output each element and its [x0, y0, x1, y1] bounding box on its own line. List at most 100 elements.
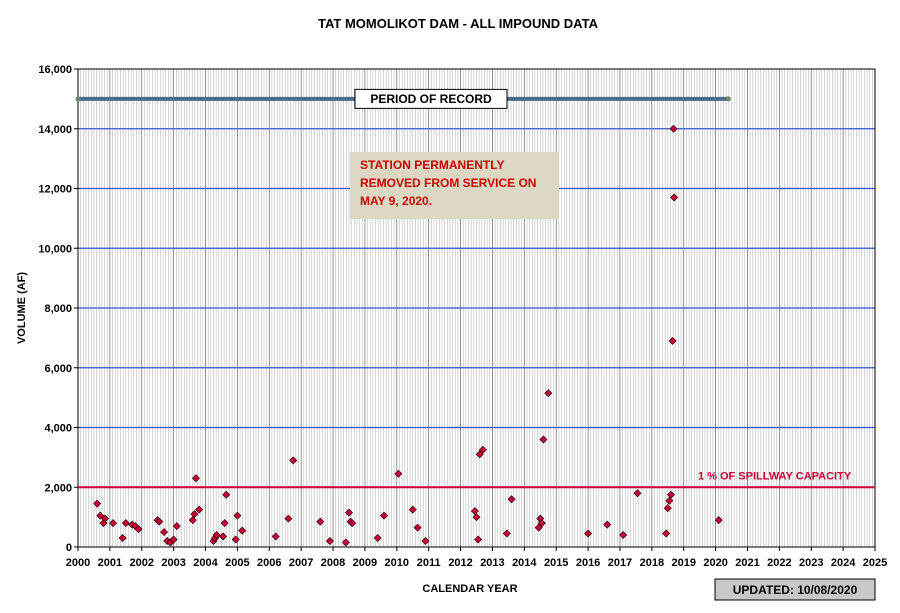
- data-point: [238, 526, 247, 535]
- y-tick-label: 14,000: [38, 124, 72, 136]
- station-removed-annotation: STATION PERMANENTLY REMOVED FROM SERVICE …: [350, 152, 559, 219]
- y-axis-label: VOLUME (AF): [16, 272, 28, 344]
- data-point: [118, 534, 127, 543]
- data-point: [348, 519, 357, 528]
- annotation-line: STATION PERMANENTLY: [360, 158, 504, 172]
- data-point: [394, 469, 403, 478]
- data-point: [539, 435, 548, 444]
- x-tick-label: 2010: [385, 557, 409, 569]
- y-tick-label: 10,000: [38, 243, 72, 255]
- period-of-record-bar: PERIOD OF RECORD: [75, 88, 731, 109]
- data-point: [233, 511, 242, 520]
- x-tick-label: 2003: [161, 557, 185, 569]
- y-tick-label: 4,000: [44, 423, 72, 435]
- x-tick-label: 2017: [608, 557, 632, 569]
- data-point: [220, 519, 229, 528]
- record-label: PERIOD OF RECORD: [370, 92, 492, 106]
- x-tick-label: 2002: [130, 557, 154, 569]
- record-start-point: [75, 96, 81, 102]
- annotation-line: MAY 9, 2020.: [360, 194, 432, 208]
- data-point: [408, 505, 417, 514]
- data-point: [191, 474, 200, 483]
- data-point: [96, 511, 105, 520]
- data-point: [633, 489, 642, 498]
- data-point: [472, 513, 481, 522]
- x-tick-label: 2014: [512, 557, 537, 569]
- x-tick-label: 2012: [448, 557, 472, 569]
- x-tick-label: 2001: [98, 557, 122, 569]
- data-point: [603, 520, 612, 529]
- data-point: [544, 389, 553, 398]
- x-tick-label: 2023: [799, 557, 823, 569]
- x-tick-label: 2019: [671, 557, 695, 569]
- x-tick-label: 2011: [417, 557, 441, 569]
- data-point: [470, 507, 479, 516]
- data-point: [219, 532, 228, 541]
- x-tick-label: 2021: [735, 557, 759, 569]
- data-point: [507, 495, 516, 504]
- spillway-label: 1 % OF SPILLWAY CAPACITY: [698, 470, 852, 482]
- data-point: [668, 336, 677, 345]
- x-tick-label: 2004: [193, 557, 218, 569]
- data-point: [619, 531, 628, 540]
- x-tick-label: 2013: [480, 557, 504, 569]
- data-point: [155, 517, 164, 526]
- y-tick-label: 2,000: [44, 482, 72, 494]
- x-tick-label: 2024: [831, 557, 856, 569]
- data-point: [670, 193, 679, 202]
- x-tick-label: 2022: [767, 557, 791, 569]
- data-point: [714, 516, 723, 525]
- data-point: [121, 519, 130, 528]
- data-point: [188, 516, 197, 525]
- x-tick-label: 2020: [703, 557, 727, 569]
- data-point: [271, 532, 280, 541]
- y-tick-label: 8,000: [44, 303, 72, 315]
- data-point: [475, 450, 484, 459]
- data-point: [421, 537, 430, 546]
- data-point: [474, 535, 483, 544]
- data-point: [222, 490, 231, 499]
- x-tick-label: 2005: [225, 557, 249, 569]
- y-tick-label: 0: [66, 542, 72, 554]
- data-point: [665, 496, 674, 505]
- data-point: [231, 535, 240, 544]
- updated-text: UPDATED: 10/08/2020: [733, 583, 858, 597]
- y-tick-label: 12,000: [38, 184, 72, 196]
- x-tick-label: 2016: [576, 557, 600, 569]
- record-label-box: [354, 88, 508, 109]
- x-tick-label: 2015: [544, 557, 568, 569]
- data-point: [478, 445, 487, 454]
- x-axis-ticks: 2000 2001 2002 2003 2004 2005 2006 2007 2008 2009…: [66, 547, 887, 569]
- data-point: [380, 511, 389, 520]
- data-point: [662, 529, 671, 538]
- data-point: [341, 538, 350, 547]
- data-point: [93, 499, 102, 508]
- data-point: [325, 537, 334, 546]
- annotation-box: [350, 152, 559, 219]
- x-tick-label: 2006: [257, 557, 281, 569]
- data-point: [284, 514, 293, 523]
- x-tick-label: 2018: [640, 557, 664, 569]
- data-point: [109, 519, 118, 528]
- data-point: [190, 510, 199, 519]
- data-point: [534, 523, 543, 532]
- y-tick-label: 16,000: [38, 64, 72, 76]
- data-point: [373, 534, 382, 543]
- data-point: [289, 456, 298, 465]
- x-tick-label: 2008: [321, 557, 345, 569]
- data-point: [537, 519, 546, 528]
- data-points: [93, 124, 723, 547]
- annotation-line: REMOVED FROM SERVICE ON: [360, 176, 536, 190]
- data-point: [195, 505, 204, 514]
- x-tick-label: 2000: [66, 557, 90, 569]
- x-tick-label: 2025: [863, 557, 887, 569]
- data-point: [663, 504, 672, 513]
- data-point: [169, 535, 178, 544]
- chart-title: TAT MOMOLIKOT DAM - ALL IMPOUND DATA: [318, 16, 599, 31]
- record-end-point: [725, 96, 731, 102]
- data-point: [344, 508, 353, 517]
- x-tick-label: 2007: [289, 557, 313, 569]
- x-tick-label: 2009: [353, 557, 377, 569]
- y-tick-label: 6,000: [44, 363, 72, 375]
